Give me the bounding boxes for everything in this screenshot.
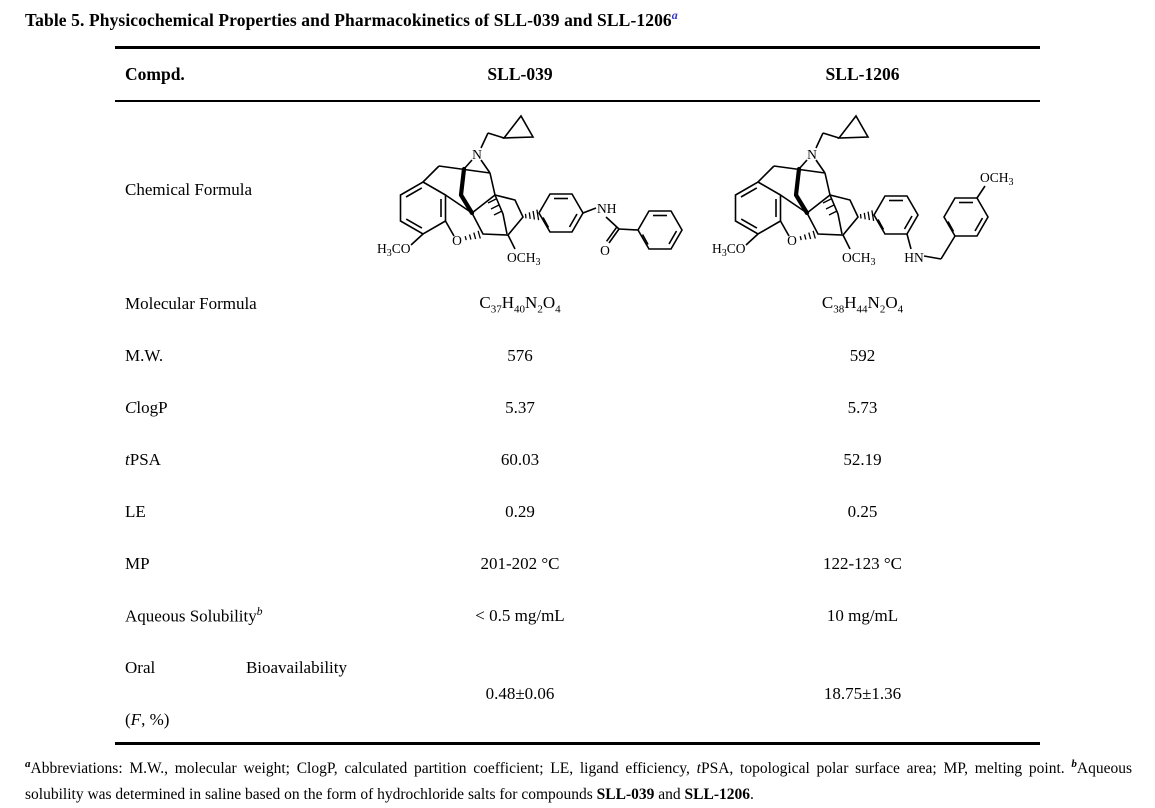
table-title-footnote-marker: a [671,8,678,22]
table-title-text: Table 5. Physicochemical Properties and … [25,9,672,30]
meta-phenyl-ring [873,195,919,235]
benzoyl-phenyl-ring [637,210,683,250]
sll039-core-skeleton [399,114,535,250]
c6-methoxy-label: OCH3 [842,250,876,268]
value-sll039-molecular-formula: C37H40N2O4 [479,292,561,316]
value-sll039-oral-f: 0.48±0.06 [485,684,555,703]
ethano-bridge [829,194,843,235]
cyclopropyl-ring [837,114,870,139]
row-label: Oral Bioavailability (F, %) [115,642,355,746]
value-sll1206-clogp: 5.73 [847,398,878,417]
value-sll039-le: 0.29 [505,502,535,521]
benzylamine-hn-label: HN [904,250,924,265]
stereo-hash-bonds [799,198,875,241]
sll1206-atom-labels: N H3CO O OCH3 HN OCH3 [712,147,1014,268]
furan-o-label: O [452,233,462,248]
value-sll039-mw: 576 [507,346,533,365]
value-sll039-tpsa: 60.03 [500,450,540,469]
table-row-clogp: ClogP 5.37 5.73 [115,382,1040,434]
row-label: Aqueous Solubilityb [125,605,263,626]
value-sll1206-le: 0.25 [847,502,878,521]
table-row-oral-bioavailability: Oral Bioavailability (F, %) 0.48±0.06 18.… [115,642,1040,745]
sll1206-core-skeleton [734,114,870,250]
oral-bioavailability-label-line2: (F, %) [125,710,170,729]
sll1206-structure-drawing: N H3CO O OCH3 HN OCH3 [712,114,1014,268]
table-row-aqueous-solubility: Aqueous Solubilityb < 0.5 mg/mL 10 mg/mL [115,590,1040,642]
furan-o-label: O [787,233,797,248]
column-header-sll1206: SLL-1206 [825,64,900,84]
row-label: LE [125,502,146,521]
sll039-benzamide-group [538,193,683,250]
cyclopropyl-ring [502,114,535,139]
amine-n-label: N [472,147,482,162]
value-sll1206-molecular-formula: C38H44N2O4 [821,292,904,316]
table-row-le: LE 0.29 0.25 [115,486,1040,538]
bold-bridge-bond [793,166,810,216]
table-row-mp: MP 201-202 °C 122-123 °C [115,538,1040,590]
solubility-footnote-marker: b [256,605,263,618]
structure-cell-sll1206: N H3CO O OCH3 HN OCH3 [685,103,1040,277]
row-label: tPSA [125,450,161,469]
c6-methoxy-label: OCH3 [507,250,541,268]
column-header-compound: Compd. [125,64,185,84]
aryl-methoxy-label: OCH3 [980,170,1014,188]
table-title: Table 5. Physicochemical Properties and … [25,8,678,31]
row-label: MP [125,554,150,573]
aromatic-ring-a [399,181,447,235]
ethano-bridge [494,194,508,235]
row-label-chemical-formula: Chemical Formula [125,180,253,199]
stereo-hash-bonds [464,198,540,241]
aromatic-ring-a [734,181,782,235]
column-header-sll039: SLL-039 [487,64,553,84]
methoxyphenyl-ring [943,197,989,237]
sll039-structure-drawing: N H3CO O OCH3 NH O [377,114,683,268]
value-sll1206-tpsa: 52.19 [843,450,882,469]
aromatic-methoxy-label: H3CO [712,241,746,259]
table-header-row: Compd. SLL-039 SLL-1206 [115,49,1040,102]
phenylene-ring [538,193,584,233]
value-sll039-solubility: < 0.5 mg/mL [475,606,565,625]
value-sll1206-solubility: 10 mg/mL [826,606,899,625]
table-row-mw: M.W. 576 592 [115,330,1040,382]
table-row-molecular-formula: Molecular Formula C37H40N2O4 C38H44N2O4 [115,278,1040,330]
aromatic-methoxy-label: H3CO [377,241,411,259]
table-row-tpsa: tPSA 60.03 52.19 [115,434,1040,486]
sll1206-methoxybenzylamine-group [873,185,989,260]
table-row-chemical-formula: Chemical Formula [115,102,1040,278]
row-label: ClogP [125,398,168,417]
footnote: aAbbreviations: M.W., molecular weight; … [25,758,1132,804]
sll039-atom-labels: N H3CO O OCH3 NH O [377,147,617,268]
value-sll039-clogp: 5.37 [505,398,535,417]
row-label: Molecular Formula [125,294,257,313]
bold-bridge-bond [458,166,475,216]
structure-cell-sll039: N H3CO O OCH3 NH O [355,103,685,277]
properties-table: Compd. SLL-039 SLL-1206 Chemical Formula [115,46,1040,745]
value-sll1206-oral-f: 18.75±1.36 [823,684,902,703]
oral-bioavailability-label-line1: Oral Bioavailability [125,658,347,677]
value-sll039-mp: 201-202 °C [480,554,560,573]
amine-n-label: N [807,147,817,162]
value-sll1206-mp: 122-123 °C [822,554,903,573]
value-sll1206-mw: 592 [849,346,876,365]
amide-nh-label: NH [597,201,617,216]
row-label: M.W. [125,346,164,365]
carbonyl-o-label: O [600,243,610,258]
